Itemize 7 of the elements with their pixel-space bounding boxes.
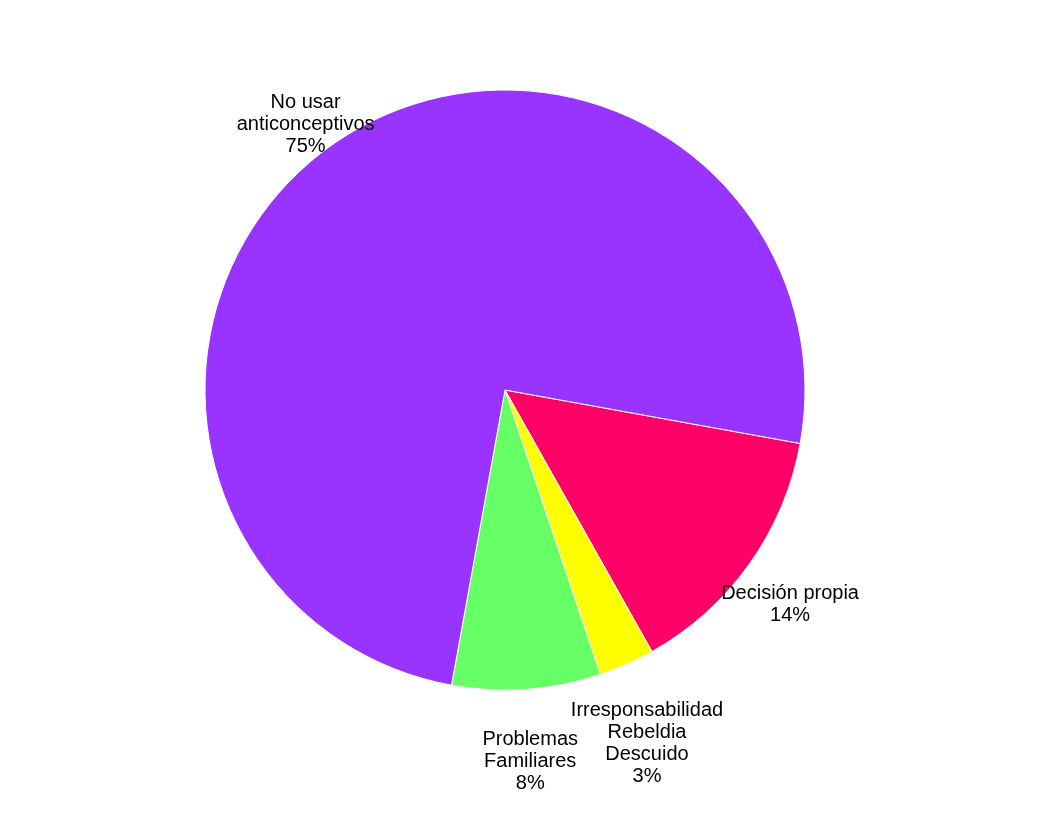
data-label: 8% [515, 771, 545, 794]
data-label: 3% [632, 763, 662, 786]
data-label: 14% [770, 603, 811, 626]
slice-label: Problemas Familiares [482, 727, 579, 772]
data-label: 75% [285, 134, 326, 157]
slice-label: No usar anticonceptivos [236, 90, 375, 135]
slice-label: Decisión propia [721, 581, 860, 604]
